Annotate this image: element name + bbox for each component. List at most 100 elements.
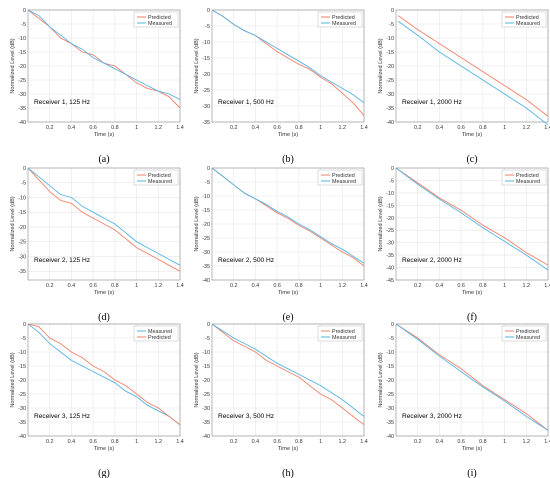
y-tick-label: -5 (389, 336, 394, 342)
y-tick-label: -10 (18, 350, 26, 356)
y-tick-label: -35 (386, 253, 394, 259)
legend-label: Predicted (332, 15, 355, 21)
y-axis-label: Normalized Level (dB) (194, 196, 200, 251)
y-axis-label: Normalized Level (dB) (194, 352, 200, 407)
y-tick-label: -25 (18, 392, 26, 398)
series-line-measured (395, 167, 549, 271)
y-tick-label: -35 (18, 106, 26, 112)
plot-area (27, 9, 181, 123)
legend-label: Predicted (148, 173, 171, 179)
y-tick-label: -40 (386, 266, 394, 272)
y-tick-label: -5 (21, 336, 26, 342)
x-tick-label: 1 (319, 439, 322, 445)
plot-area (27, 323, 181, 437)
series-line-predicted (27, 167, 181, 272)
series-line-predicted (211, 323, 365, 426)
legend-label: Predicted (148, 15, 171, 21)
panel-c: 0.2 0.4 0.6 0.8 1 1.2 1.4 0 -5 -10 -15 -20 -25 -30 -35… (378, 8, 550, 165)
y-tick-label: 0 (23, 8, 26, 14)
y-tick-label: -10 (386, 36, 394, 42)
panel-label: (h) (282, 468, 294, 478)
x-tick-label: 0.8 (295, 439, 303, 445)
x-tick-label: 0.2 (46, 439, 54, 445)
y-tick-label: -30 (386, 406, 394, 412)
legend-label: Predicted (516, 15, 539, 21)
x-tick-label: 1 (135, 283, 138, 289)
y-tick-label: 0 (207, 322, 210, 328)
series-line-predicted (397, 15, 549, 117)
x-axis-label: Time (s) (462, 290, 482, 296)
y-tick-label: -25 (202, 236, 210, 242)
y-tick-label: -30 (202, 250, 210, 256)
y-axis-label: Normalized Level (dB) (10, 196, 16, 251)
x-tick-label: 1 (503, 283, 506, 289)
x-tick-label: 1 (135, 439, 138, 445)
panel-label: (e) (282, 312, 293, 323)
y-tick-label: -15 (202, 364, 210, 370)
panel-label: (c) (466, 154, 477, 165)
x-tick-label: 0.4 (252, 283, 260, 289)
panel-f: 0.2 0.4 0.6 0.8 1 1.2 1.4 0 -5 -10 -15 -20 -25 -30 -35… (378, 166, 550, 323)
x-tick-label: 0.6 (89, 439, 97, 445)
plot-area (211, 9, 365, 123)
y-tick-label: -30 (386, 92, 394, 98)
plot-area (395, 167, 549, 281)
panel-h: 0.2 0.4 0.6 0.8 1 1.2 1.4 0 -5 -10 -15 -20 -25 -30 -35… (194, 322, 368, 478)
y-tick-label: -20 (18, 378, 26, 384)
series-line-predicted (27, 323, 181, 426)
y-tick-label: -35 (202, 120, 210, 126)
y-tick-label: -20 (202, 72, 210, 78)
y-tick-label: -30 (18, 406, 26, 412)
x-tick-label: 0.4 (68, 283, 76, 289)
panel-b: 0.2 0.4 0.6 0.8 1 1.2 1.4 0 -5 -10 -15 -20 -25 -30 -35… (194, 8, 368, 165)
y-tick-label: -30 (18, 92, 26, 98)
y-tick-label: 0 (23, 166, 26, 172)
y-tick-label: -35 (202, 420, 210, 426)
x-tick-label: 1.2 (339, 283, 347, 289)
x-tick-label: 0.8 (111, 283, 119, 289)
y-tick-label: -20 (202, 222, 210, 228)
legend-label: Measured (148, 329, 172, 335)
panel-e: 0.2 0.4 0.6 0.8 1 1.2 1.4 0 -5 -10 -15 -20 -25 -30 -35… (194, 166, 368, 323)
y-tick-label: -35 (202, 264, 210, 270)
plot-area (211, 167, 365, 281)
y-axis-label: Normalized Level (dB) (378, 196, 384, 251)
y-tick-label: -20 (18, 225, 26, 231)
x-tick-label: 0.4 (436, 439, 444, 445)
y-tick-label: -30 (386, 241, 394, 247)
y-tick-label: -15 (18, 364, 26, 370)
x-tick-label: 0.2 (230, 439, 238, 445)
legend-label: Predicted (332, 329, 355, 335)
panel-annotation: Receiver 3, 2000 Hz (402, 413, 462, 420)
y-tick-label: 0 (391, 8, 394, 14)
panel-annotation: Receiver 1, 500 Hz (218, 99, 274, 106)
panel-a: 0.2 0.4 0.6 0.8 1 1.2 1.4 0 -5 -10 -15 -20 -25 -30 -35… (10, 8, 184, 165)
y-axis-label: Normalized Level (dB) (10, 352, 16, 407)
x-axis-label: Time (s) (278, 446, 298, 452)
x-tick-label: 1.2 (155, 283, 163, 289)
y-tick-label: -10 (202, 40, 210, 46)
x-tick-label: 1 (503, 125, 506, 131)
y-tick-label: -15 (202, 208, 210, 214)
x-tick-label: 0.8 (479, 283, 487, 289)
series-line-predicted (395, 323, 549, 431)
y-tick-label: -5 (205, 180, 210, 186)
legend-label: Predicted (516, 329, 539, 335)
x-tick-label: 0.6 (89, 125, 97, 131)
panel-label: (a) (98, 154, 109, 165)
plot-area (395, 9, 549, 123)
legend-label: Measured (516, 179, 540, 185)
legend-label: Measured (332, 335, 356, 341)
series-line-measured (27, 167, 181, 266)
x-tick-label: 1.4 (176, 283, 184, 289)
y-tick-label: -40 (202, 278, 210, 284)
x-tick-label: 0.2 (414, 125, 422, 131)
y-tick-label: -45 (386, 278, 394, 284)
x-axis-label: Time (s) (462, 132, 482, 138)
y-tick-label: 0 (207, 8, 210, 14)
y-tick-label: -5 (205, 336, 210, 342)
y-tick-label: -10 (386, 191, 394, 197)
x-tick-label: 0.6 (273, 439, 281, 445)
y-tick-label: -10 (386, 350, 394, 356)
